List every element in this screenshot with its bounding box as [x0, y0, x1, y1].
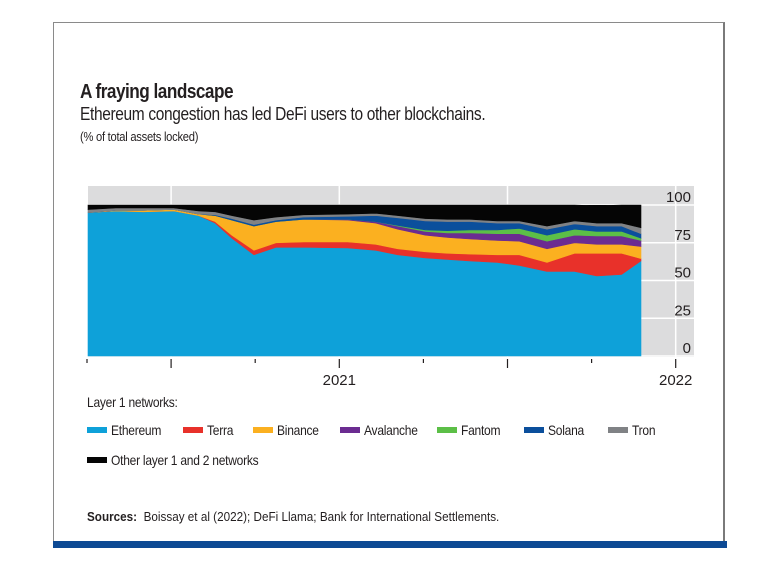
legend-label: Binance — [277, 422, 319, 438]
unit-note: (% of total assets locked) — [80, 129, 199, 144]
legend-item-ethereum: Ethereum — [87, 421, 169, 439]
area-other-layer-1-and-2-networks — [87, 204, 642, 229]
y-tick-label: 25 — [674, 302, 691, 319]
legend-swatch — [608, 427, 628, 433]
y-tick-label: 100 — [666, 189, 691, 206]
chart-subtitle: Ethereum congestion has led DeFi users t… — [80, 104, 486, 124]
sources-note: Sources: Boissay et al (2022); DeFi Llam… — [87, 509, 499, 524]
legend-swatch — [87, 457, 107, 463]
legend-label: Ethereum — [111, 422, 162, 438]
x-tick-label: 2022 — [659, 372, 692, 389]
legend-swatch — [87, 427, 107, 433]
legend-swatch — [253, 427, 273, 433]
legend-item-terra: Terra — [183, 421, 237, 439]
sources-text: Boissay et al (2022); DeFi Llama; Bank f… — [143, 509, 500, 524]
legend-label: Other layer 1 and 2 networks — [111, 452, 259, 468]
legend-label: Terra — [207, 422, 234, 438]
legend-item-avalanche: Avalanche — [340, 421, 426, 439]
stacked-area-chart: 0 25 50 75 100 2021 2022 — [86, 186, 694, 389]
x-axis: 2021 2022 — [86, 359, 692, 389]
legend-label: Solana — [548, 422, 584, 438]
legend-item-tron: Tron — [608, 421, 659, 439]
legend-label: Avalanche — [364, 422, 418, 438]
area-residual — [88, 205, 641, 206]
legend-swatch — [183, 427, 203, 433]
y-tick-label: 75 — [674, 227, 691, 244]
legend-item-binance: Binance — [253, 421, 326, 439]
y-tick-label: 0 — [683, 340, 691, 357]
chart-title: A fraying landscape — [80, 81, 234, 103]
legend-swatch — [437, 427, 457, 433]
sources-label: Sources: — [87, 509, 138, 524]
chart-frame — [53, 22, 725, 541]
legend-swatch — [524, 427, 544, 433]
area-layers — [87, 204, 642, 357]
legend-label: Fantom — [461, 422, 501, 438]
x-tick-label: 2021 — [323, 372, 356, 389]
legend-item-other-layer-1-and-2-networks: Other layer 1 and 2 networks — [87, 451, 282, 469]
y-axis: 0 25 50 75 100 — [666, 189, 691, 357]
legend-title: Layer 1 networks: — [87, 394, 178, 410]
legend-label: Tron — [632, 422, 656, 438]
legend-item-solana: Solana — [524, 421, 590, 439]
y-tick-label: 50 — [674, 265, 691, 282]
footer-accent-bar — [53, 541, 727, 548]
legend-item-fantom: Fantom — [437, 421, 507, 439]
legend-swatch — [340, 427, 360, 433]
